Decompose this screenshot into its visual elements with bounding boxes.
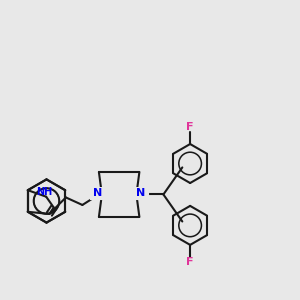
- Text: F: F: [186, 122, 194, 132]
- Text: N: N: [136, 188, 146, 198]
- Text: F: F: [186, 257, 194, 267]
- Text: NH: NH: [36, 187, 52, 197]
- Text: N: N: [93, 188, 102, 198]
